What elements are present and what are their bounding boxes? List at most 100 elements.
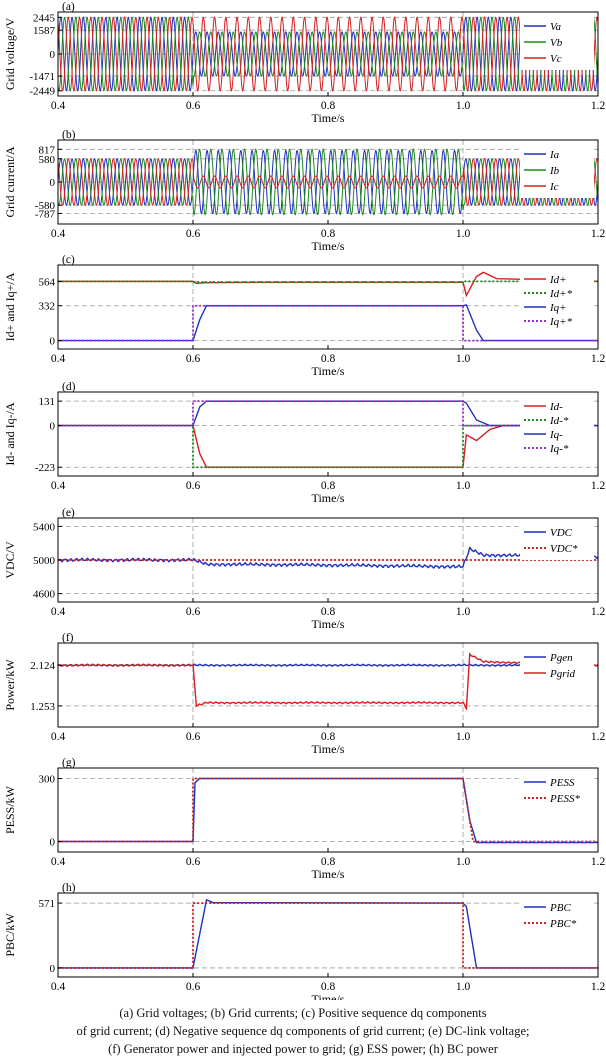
legend-label: PESS (549, 777, 575, 789)
y-axis-label: Id- and Iq-/A (3, 402, 17, 466)
x-tick-label: 1.2 (591, 480, 606, 492)
legend-label: PBC (549, 902, 571, 914)
y-tick-label: 332 (39, 301, 56, 313)
y-axis-label: VDC/V (3, 541, 17, 579)
y-tick-label: 5000 (33, 555, 56, 567)
legend-label: Iq-* (549, 443, 569, 455)
y-tick-label: 1.253 (30, 701, 55, 713)
x-tick-label: 0.6 (186, 480, 201, 492)
x-tick-label: 0.6 (186, 856, 201, 868)
plot-frame (57, 892, 599, 978)
x-tick-label: 0.8 (321, 856, 336, 868)
legend-label: Vb (550, 37, 563, 49)
y-tick-label: 4600 (33, 589, 56, 601)
plot-area (58, 651, 598, 711)
series-line (58, 424, 598, 468)
y-tick-label: -2449 (29, 86, 55, 98)
panel-label: (a) (62, 1, 75, 13)
series-line (58, 271, 598, 298)
legend-box (520, 647, 594, 685)
x-tick-label: 0.8 (321, 731, 336, 743)
y-tick-label: 0 (50, 963, 56, 975)
series-line (58, 898, 598, 969)
series-line (58, 777, 598, 844)
x-axis-label: Time/s (312, 992, 345, 1000)
x-tick-label: 0.8 (321, 228, 336, 240)
figure-caption: (a) Grid voltages; (b) Grid currents; (c… (0, 1004, 606, 1058)
y-tick-label: 1587 (33, 25, 56, 37)
y-axis-label: PESS/kW (3, 785, 17, 834)
panel-label: (d) (62, 381, 76, 393)
x-axis-label: Time/s (312, 111, 345, 125)
legend-label: Id- (549, 401, 563, 413)
legend-label: Id-* (549, 415, 569, 427)
series-line (58, 16, 598, 92)
x-axis-label: Time/s (312, 617, 345, 631)
x-tick-label: 0.4 (51, 353, 66, 365)
legend-label: Vc (550, 53, 562, 65)
legend-label: Ia (549, 149, 560, 161)
plot-frame (57, 767, 599, 853)
panel-label: (g) (62, 757, 76, 769)
x-tick-label: 1.0 (456, 606, 471, 618)
chart-panel: 564 332 0 0.4 0.6 0.8 1.0 1.2 Time/s Id+ and Iq+/… (3, 254, 605, 378)
y-tick-label: -223 (35, 462, 56, 474)
x-axis-label: Time/s (312, 491, 345, 505)
y-axis-label: PBC/kW (3, 913, 17, 957)
y-tick-label: 300 (39, 774, 56, 786)
series-line (58, 651, 598, 711)
y-tick-label: -580 (35, 200, 56, 212)
y-tick-label: 564 (39, 276, 56, 288)
x-tick-label: 0.8 (321, 480, 336, 492)
legend-label: Va (550, 21, 562, 33)
legend-label: Iq+* (549, 316, 573, 328)
chart-panel: 5400 5000 4600 0.4 0.6 0.8 1.0 1.2 Time/s VDC/V (e… (3, 507, 605, 631)
plot-frame (57, 642, 599, 728)
y-axis-label: Grid voltage/V (3, 18, 17, 91)
plot-area (58, 898, 598, 969)
series-line (58, 304, 598, 342)
x-tick-label: 0.6 (186, 731, 201, 743)
panel-label: (h) (62, 882, 76, 894)
panel-label: (b) (62, 129, 76, 141)
plot-area (58, 777, 598, 844)
y-tick-label: 0 (50, 177, 56, 189)
y-axis-label: Grid current/A (3, 146, 17, 217)
y-tick-label: -1471 (29, 71, 55, 83)
series-line (58, 148, 598, 216)
y-tick-label: 2.124 (30, 660, 55, 672)
x-tick-label: 0.4 (51, 100, 66, 112)
caption-line-3: (f) Generator power and injected power t… (108, 1042, 498, 1056)
series-line (58, 546, 598, 569)
chart-panel: 2.124 1.253 0.4 0.6 0.8 1.0 1.2 Time/s Power/kW (… (3, 632, 605, 756)
legend-label: Iq+ (549, 302, 567, 314)
x-tick-label: 0.6 (186, 353, 201, 365)
series-line (58, 424, 598, 469)
x-tick-label: 0.4 (51, 480, 66, 492)
series-line (58, 16, 598, 92)
series-line (58, 280, 598, 284)
y-tick-label: 131 (39, 396, 56, 408)
x-tick-label: 0.6 (186, 981, 201, 993)
y-axis-label: Power/kW (3, 659, 17, 711)
x-tick-label: 1.2 (591, 228, 606, 240)
y-tick-label: 817 (39, 144, 56, 156)
panel-label: (c) (62, 254, 75, 266)
legend-box (520, 16, 594, 70)
y-tick-label: -787 (35, 208, 56, 220)
x-tick-label: 1.0 (456, 731, 471, 743)
chart-panel: 131 0 -223 0.4 0.6 0.8 1.0 1.2 Time/s Id- and Iq-… (3, 381, 605, 505)
y-tick-label: 2445 (33, 12, 56, 24)
y-axis-label: Id+ and Iq+/A (3, 272, 17, 341)
legend-box (520, 522, 594, 560)
x-tick-label: 1.0 (456, 480, 471, 492)
x-tick-label: 0.8 (321, 100, 336, 112)
caption-line-2: of grid current; (d) Negative sequence d… (76, 1024, 530, 1038)
legend-box (520, 772, 594, 810)
y-tick-label: 5400 (33, 521, 56, 533)
x-tick-label: 1.2 (591, 981, 606, 993)
x-axis-label: Time/s (312, 239, 345, 253)
